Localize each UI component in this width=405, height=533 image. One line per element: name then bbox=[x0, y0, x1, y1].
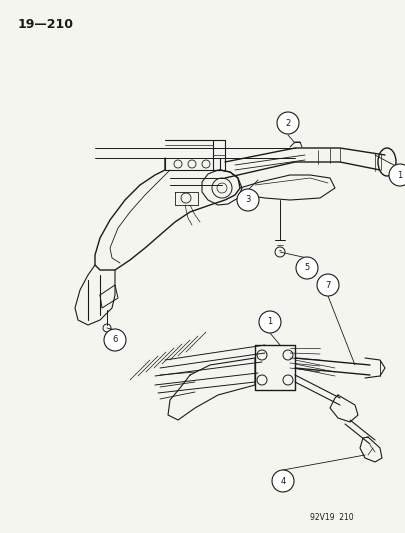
Circle shape bbox=[104, 329, 126, 351]
Circle shape bbox=[317, 274, 339, 296]
Text: 1: 1 bbox=[267, 318, 273, 327]
Text: 7: 7 bbox=[325, 280, 331, 289]
Circle shape bbox=[259, 311, 281, 333]
Text: 6: 6 bbox=[112, 335, 118, 344]
Circle shape bbox=[296, 257, 318, 279]
Text: 92V19  210: 92V19 210 bbox=[310, 513, 354, 522]
Circle shape bbox=[237, 189, 259, 211]
Circle shape bbox=[272, 470, 294, 492]
Text: 5: 5 bbox=[305, 263, 310, 272]
Text: 4: 4 bbox=[280, 477, 286, 486]
Text: 1: 1 bbox=[397, 171, 403, 180]
Text: 19—210: 19—210 bbox=[18, 18, 74, 31]
Circle shape bbox=[389, 164, 405, 186]
Circle shape bbox=[277, 112, 299, 134]
Text: 3: 3 bbox=[245, 196, 251, 205]
Text: 2: 2 bbox=[286, 118, 291, 127]
